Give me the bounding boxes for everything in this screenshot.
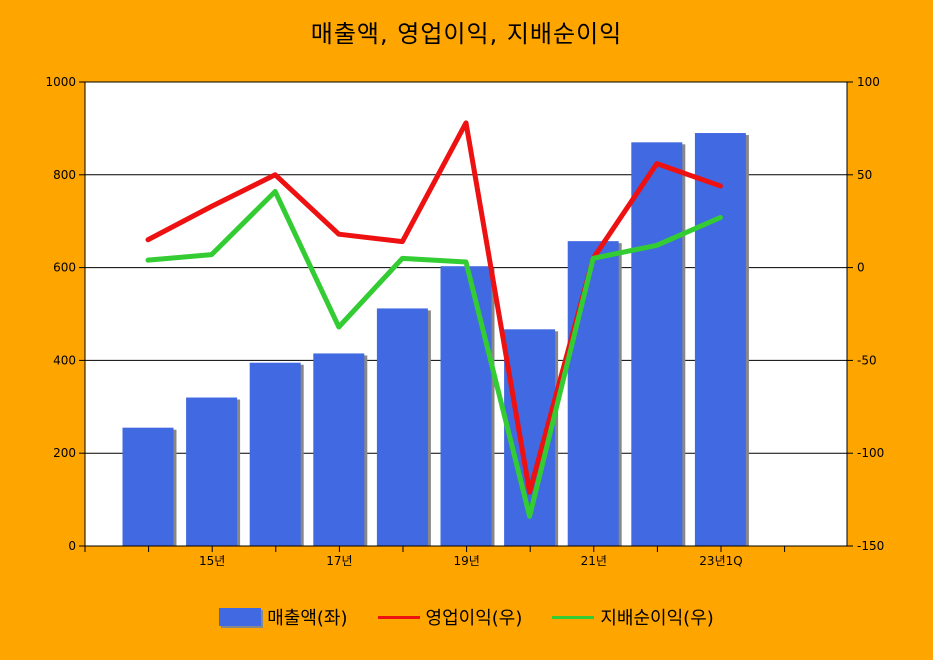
bar xyxy=(440,266,492,546)
bar xyxy=(631,142,683,546)
x-tick-label: 17년 xyxy=(326,554,352,568)
bar xyxy=(313,353,365,546)
x-tick-label: 19년 xyxy=(453,554,479,568)
bar xyxy=(186,397,238,546)
legend-swatch-sales xyxy=(219,608,262,626)
left-tick-label: 800 xyxy=(53,168,76,182)
bar xyxy=(249,362,301,546)
right-tick-label: 50 xyxy=(857,168,872,182)
legend-item-net-income: 지배순이익(우) xyxy=(552,604,714,630)
left-tick-label: 400 xyxy=(53,353,76,367)
left-tick-label: 200 xyxy=(53,446,76,460)
legend-swatch-net-income xyxy=(552,615,595,619)
legend-item-sales: 매출액(좌) xyxy=(219,604,348,630)
x-tick-label: 21년 xyxy=(581,554,607,568)
legend-item-operating-profit: 영업이익(우) xyxy=(377,604,523,630)
right-tick-label: -150 xyxy=(857,539,884,553)
legend-label-net-income: 지배순이익(우) xyxy=(600,608,714,629)
bar xyxy=(694,133,746,547)
axes: 0 200 400 600 800 1000 -150 -100 -50 0 50 100 15년 17년… xyxy=(45,75,884,568)
legend-swatch-operating-profit xyxy=(377,615,420,619)
bar xyxy=(567,241,619,547)
legend-label-sales: 매출액(좌) xyxy=(267,608,348,629)
line-series xyxy=(145,120,723,519)
x-tick-label: 23년1Q xyxy=(699,554,742,568)
bar-series xyxy=(122,133,749,547)
right-tick-label: -100 xyxy=(857,446,884,460)
right-tick-label: 0 xyxy=(857,261,865,275)
left-tick-label: 1000 xyxy=(45,75,76,89)
bar xyxy=(122,427,174,546)
chart-title: 매출액, 영업이익, 지배순이익 xyxy=(310,20,623,48)
right-tick-label: 100 xyxy=(857,75,880,89)
left-tick-label: 0 xyxy=(68,539,76,553)
line-series-1 xyxy=(145,189,723,519)
x-tick-label: 15년 xyxy=(199,554,225,568)
right-tick-label: -50 xyxy=(857,353,877,367)
chart-canvas: 0 200 400 600 800 1000 -150 -100 -50 0 50 100 15년 17년… xyxy=(45,75,884,568)
line-series-0 xyxy=(145,120,723,495)
left-tick-label: 600 xyxy=(53,261,76,275)
legend-label-operating-profit: 영업이익(우) xyxy=(425,608,523,629)
bar xyxy=(376,308,428,546)
legend: 매출액(좌) 영업이익(우) 지배순이익(우) xyxy=(0,604,933,630)
